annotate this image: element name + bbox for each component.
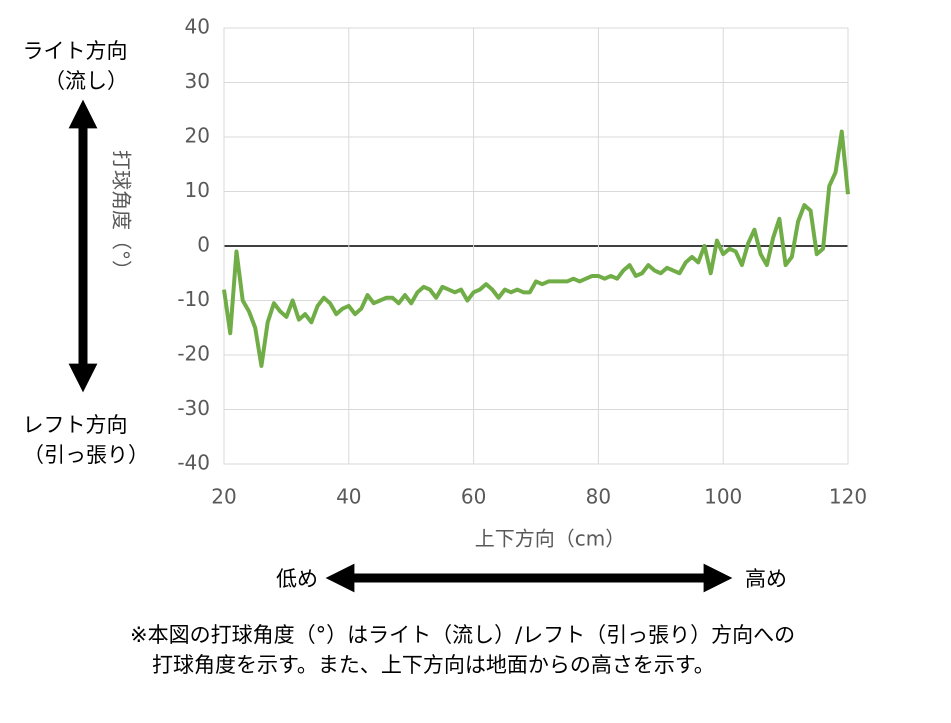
y-tick-label: -30	[177, 396, 210, 420]
y-tick-label: 30	[185, 69, 210, 93]
data-line	[222, 129, 850, 368]
x-tick-label: 120	[829, 485, 867, 509]
y-tick-label: -10	[177, 287, 210, 311]
y-tick-label: 40	[185, 15, 210, 39]
annotation: 低め	[276, 567, 318, 591]
annotation: （流し）	[44, 69, 128, 93]
annotation: （引っ張り）	[23, 443, 149, 467]
y-tick-label: 10	[185, 178, 210, 202]
y-axis-label: 打球角度（°）	[110, 150, 134, 280]
x-tick-label: 60	[461, 485, 486, 509]
annotation: ライト方向	[23, 39, 128, 63]
annotation: レフト方向	[23, 413, 128, 437]
y-tick-label: 20	[185, 124, 210, 148]
x-axis-label: 上下方向（cm）	[475, 527, 625, 551]
x-tick-label: 100	[704, 485, 742, 509]
y-tick-label: -20	[177, 342, 210, 366]
x-tick-label: 40	[336, 485, 361, 509]
note: ※本図の打球角度（°）はライト（流し）/レフト（引っ張り）方向への	[130, 623, 795, 647]
note: 打球角度を示す。また、上下方向は地面からの高さを示す。	[152, 653, 715, 677]
y-tick-label: -40	[177, 451, 210, 475]
y-tick-label: 0	[197, 233, 210, 257]
x-tick-label: 80	[586, 485, 611, 509]
annotation: 高め	[745, 567, 787, 591]
x-tick-label: 20	[211, 485, 236, 509]
